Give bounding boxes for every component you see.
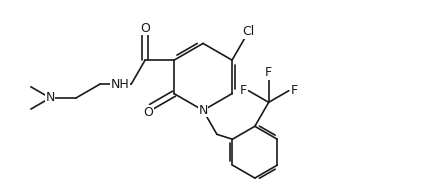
Text: N: N <box>198 104 208 117</box>
Text: F: F <box>265 66 272 79</box>
Text: O: O <box>140 21 150 35</box>
Text: F: F <box>290 84 298 97</box>
Text: F: F <box>240 84 247 97</box>
Text: Cl: Cl <box>242 25 254 38</box>
Text: O: O <box>144 106 153 119</box>
Text: NH: NH <box>110 78 129 91</box>
Text: N: N <box>45 91 55 105</box>
